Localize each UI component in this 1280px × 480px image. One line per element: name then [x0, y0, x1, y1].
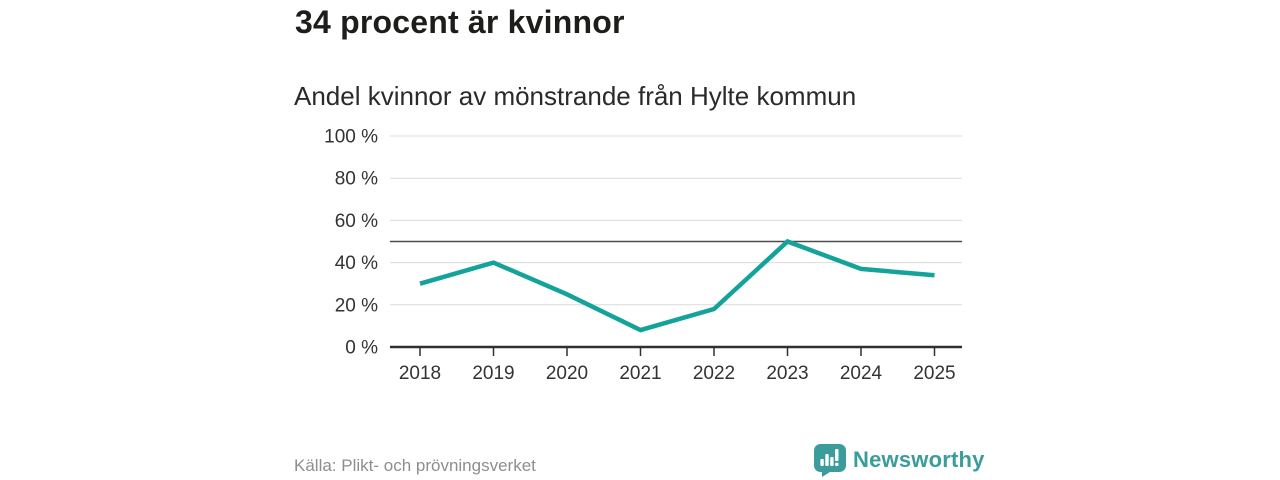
y-tick-label: 20 %	[335, 295, 378, 316]
x-tick-label: 2024	[840, 363, 883, 384]
source-label: Källa: Plikt- och prövningsverket	[294, 456, 536, 475]
x-tick-label: 2022	[693, 363, 735, 384]
y-tick-label: 80 %	[335, 169, 378, 190]
chart-title: 34 procent är kvinnor	[295, 4, 625, 40]
x-tick-label: 2021	[619, 363, 661, 384]
x-tick-label: 2019	[472, 363, 514, 384]
newsworthy-logo[interactable]: Newsworthy	[813, 443, 985, 477]
x-tick-label: 2020	[546, 363, 588, 384]
x-tick-label: 2018	[399, 363, 441, 384]
y-tick-label: 0 %	[345, 338, 378, 359]
data-series-line	[419, 238, 935, 333]
y-tick-label: 60 %	[335, 211, 378, 232]
newsworthy-logo-text: Newsworthy	[853, 447, 985, 472]
x-tick-label: 2023	[766, 363, 808, 384]
x-tick-label: 2025	[913, 363, 955, 384]
y-tick-label: 40 %	[335, 253, 378, 274]
line-chart: 100 % 80 % 60 % 40 % 20 % 0 % 2018 2019 2020 2021…	[300, 120, 980, 395]
y-tick-label: 100 %	[324, 127, 378, 148]
bar-chart-speech-bubble-icon	[814, 444, 846, 477]
chart-subtitle: Andel kvinnor av mönstrande från Hylte k…	[294, 81, 857, 111]
